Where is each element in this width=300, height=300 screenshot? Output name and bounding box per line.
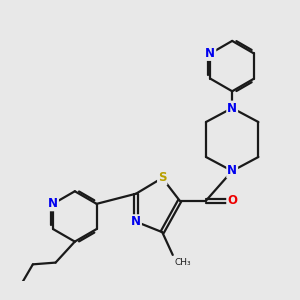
Text: N: N <box>131 215 141 228</box>
Text: S: S <box>158 172 166 184</box>
Text: O: O <box>227 194 237 207</box>
Text: N: N <box>227 164 237 178</box>
Text: CH₃: CH₃ <box>175 258 191 267</box>
Text: N: N <box>227 101 237 115</box>
Text: N: N <box>48 197 58 210</box>
Text: N: N <box>206 47 215 60</box>
